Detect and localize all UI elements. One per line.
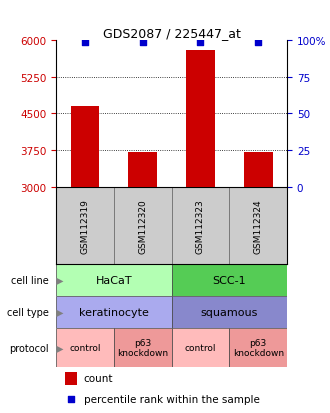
Text: p63
knockdown: p63 knockdown (117, 338, 168, 358)
Text: squamous: squamous (201, 307, 258, 317)
Text: protocol: protocol (10, 343, 49, 353)
Bar (56, 188, 114, 264)
Text: percentile rank within the sample: percentile rank within the sample (84, 394, 260, 404)
Text: control: control (69, 344, 101, 352)
Bar (186, 51, 215, 188)
Text: cell line: cell line (12, 275, 49, 285)
Text: ▶: ▶ (55, 275, 63, 285)
Text: HaCaT: HaCaT (96, 275, 132, 285)
Text: count: count (84, 373, 113, 383)
Point (82, 40, 88, 46)
Bar (172, 264, 287, 296)
Title: GDS2087 / 225447_at: GDS2087 / 225447_at (103, 27, 241, 40)
Point (140, 40, 146, 46)
Text: GSM112324: GSM112324 (254, 199, 263, 253)
Text: cell type: cell type (7, 307, 49, 317)
Bar (172, 328, 229, 368)
Text: ▶: ▶ (55, 307, 63, 317)
Bar (172, 296, 287, 328)
Bar (128, 152, 157, 188)
Text: keratinocyte: keratinocyte (79, 307, 149, 317)
Point (256, 40, 261, 46)
Bar (172, 188, 229, 264)
Text: GSM112320: GSM112320 (138, 198, 147, 253)
Text: ▶: ▶ (55, 343, 63, 353)
Bar (56, 328, 114, 368)
Bar (56, 296, 172, 328)
Bar (229, 328, 287, 368)
Bar (56, 264, 172, 296)
Text: GSM112323: GSM112323 (196, 198, 205, 253)
Text: GSM112319: GSM112319 (81, 198, 89, 253)
Bar (71, 107, 99, 188)
Point (69, 395, 74, 402)
Bar (114, 188, 172, 264)
Text: control: control (185, 344, 216, 352)
Bar (244, 152, 273, 188)
Point (198, 40, 203, 46)
Bar (114, 328, 172, 368)
Bar (229, 188, 287, 264)
Bar (65, 372, 77, 385)
Text: p63
knockdown: p63 knockdown (233, 338, 284, 358)
Text: SCC-1: SCC-1 (213, 275, 246, 285)
